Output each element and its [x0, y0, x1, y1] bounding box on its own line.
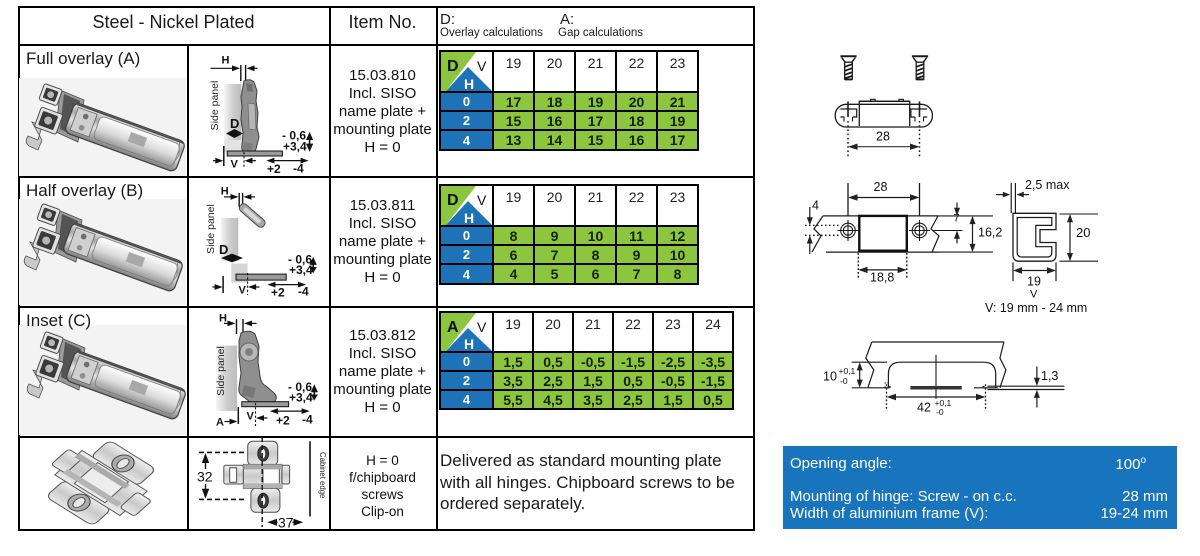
- svg-text:V: V: [231, 159, 239, 171]
- svg-text:V: V: [477, 58, 487, 74]
- svg-text:42: 42: [917, 401, 931, 415]
- svg-text:D: D: [447, 192, 459, 209]
- svg-text:Side panel: Side panel: [209, 81, 221, 131]
- svg-text:- 0,6: - 0,6: [288, 253, 312, 267]
- svg-text:V: V: [477, 192, 487, 208]
- svg-text:18,8: 18,8: [870, 271, 894, 285]
- svg-text:- 0,6: - 0,6: [288, 380, 312, 394]
- svg-text:2,5 max: 2,5 max: [1025, 178, 1070, 192]
- svg-text:10: 10: [823, 370, 837, 384]
- svg-text:-4: -4: [298, 285, 309, 299]
- svg-text:37: 37: [278, 515, 294, 530]
- svg-text:+2: +2: [276, 414, 290, 428]
- svg-text:D: D: [230, 116, 239, 131]
- svg-text:V: V: [239, 285, 247, 297]
- svg-text:16,2: 16,2: [978, 226, 1002, 240]
- svg-text:V: V: [477, 319, 487, 335]
- svg-text:- 0,6: - 0,6: [282, 129, 306, 143]
- svg-text:V: V: [247, 411, 255, 423]
- svg-text:H: H: [464, 336, 474, 351]
- svg-text:D: D: [219, 242, 228, 257]
- svg-text:-4: -4: [293, 162, 304, 176]
- svg-text:20: 20: [1076, 225, 1090, 240]
- svg-text:+3,4: +3,4: [283, 140, 307, 154]
- svg-text:+3,4: +3,4: [289, 391, 313, 405]
- svg-text:+2: +2: [267, 162, 281, 176]
- svg-text:D: D: [447, 58, 459, 75]
- svg-text:28: 28: [876, 130, 890, 144]
- svg-text:-0: -0: [936, 407, 944, 417]
- svg-text:32: 32: [197, 469, 213, 485]
- svg-text:H: H: [222, 55, 230, 67]
- svg-text:+2: +2: [271, 286, 285, 300]
- svg-text:-4: -4: [302, 413, 313, 427]
- svg-text:Side panel: Side panel: [215, 346, 227, 396]
- svg-text:Cabinet edge: Cabinet edge: [318, 452, 327, 498]
- svg-text:-0: -0: [840, 376, 848, 386]
- svg-text:+0,1: +0,1: [935, 398, 952, 408]
- svg-text:+3,4: +3,4: [289, 263, 313, 277]
- svg-text:H: H: [464, 210, 474, 225]
- svg-text:H: H: [464, 76, 474, 91]
- svg-text:1,3: 1,3: [1041, 369, 1058, 383]
- svg-text:H: H: [221, 186, 229, 198]
- svg-text:Side panel: Side panel: [205, 204, 217, 254]
- svg-text:V: 19 mm - 24 mm: V: 19 mm - 24 mm: [985, 301, 1087, 315]
- svg-text:7: 7: [954, 213, 960, 225]
- svg-text:+0,1: +0,1: [839, 366, 856, 376]
- svg-text:19: 19: [1027, 275, 1041, 289]
- svg-text:H: H: [219, 313, 227, 325]
- svg-text:4: 4: [812, 199, 819, 213]
- svg-text:A: A: [216, 417, 224, 429]
- svg-text:V: V: [1030, 289, 1038, 301]
- svg-text:A: A: [447, 319, 459, 336]
- svg-text:28: 28: [874, 180, 888, 194]
